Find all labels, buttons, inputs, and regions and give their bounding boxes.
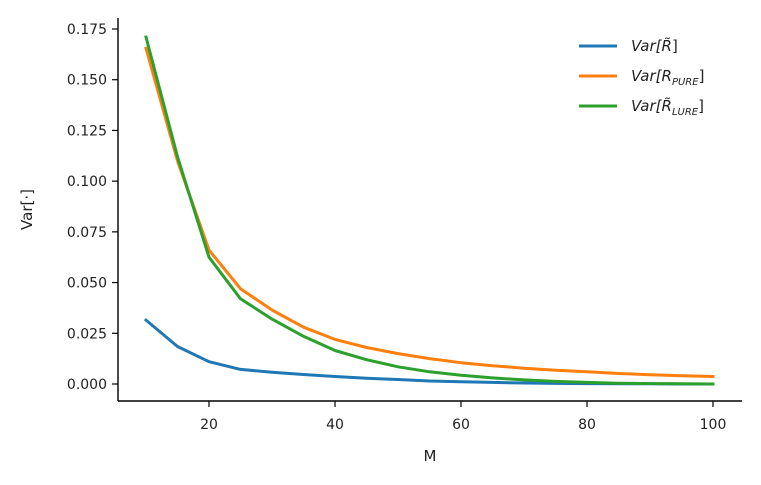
data-point — [239, 297, 242, 300]
data-point — [239, 368, 242, 371]
data-point — [145, 36, 148, 39]
data-point — [586, 370, 589, 373]
series-points-3 — [145, 36, 715, 386]
data-point — [617, 382, 620, 385]
data-point — [617, 372, 620, 375]
data-point — [460, 380, 463, 383]
legend-label: Var[R̃LURE] — [631, 96, 704, 118]
data-point — [491, 376, 494, 379]
data-point — [176, 155, 179, 158]
x-tick-label: 60 — [452, 417, 470, 433]
data-point — [334, 349, 337, 352]
data-point — [712, 383, 715, 386]
legend-label-subscript: PURE — [672, 77, 699, 88]
y-tick-label: 0.075 — [67, 225, 107, 241]
data-point — [554, 369, 557, 372]
legend-label-bracket: ] — [672, 37, 678, 55]
legend-label-base: Var[R — [631, 67, 672, 85]
y-axis-label: Var[·] — [18, 189, 36, 230]
x-tick-label: 40 — [326, 417, 344, 433]
series-line-2 — [144, 46, 715, 379]
y-tick-label: 0.025 — [67, 326, 107, 342]
series-points-1 — [145, 319, 715, 386]
data-point — [649, 382, 652, 385]
data-point — [712, 375, 715, 378]
data-point — [397, 365, 400, 368]
data-point — [586, 381, 589, 384]
data-point — [239, 287, 242, 290]
data-point — [523, 378, 526, 381]
y-ticks: 0.000 0.025 0.050 0.075 0.100 0.125 0.150 0.175 — [67, 22, 118, 393]
y-tick-label: 0.050 — [67, 276, 107, 292]
legend-label-subscript: LURE — [672, 107, 699, 118]
data-point — [649, 373, 652, 376]
legend-label: Var[RPURE] — [631, 67, 704, 88]
data-point — [397, 352, 400, 355]
data-point — [208, 360, 211, 363]
series-points-2 — [145, 47, 715, 378]
data-point — [271, 308, 274, 311]
y-tick-label: 0.125 — [67, 123, 107, 139]
x-tick-label: 80 — [578, 417, 596, 433]
data-point — [208, 256, 211, 259]
legend-item-2: Var[RPURE] — [579, 67, 704, 88]
y-tick-label: 0.150 — [67, 73, 107, 89]
data-point — [680, 374, 683, 377]
data-point — [491, 364, 494, 367]
data-point — [334, 338, 337, 341]
y-tick-label: 0.100 — [67, 174, 107, 190]
data-point — [145, 319, 148, 322]
data-point — [271, 371, 274, 374]
data-point — [554, 380, 557, 383]
y-tick-label: 0.175 — [67, 22, 107, 38]
legend-label-base: Var[R̃ — [631, 36, 672, 55]
data-point — [460, 361, 463, 364]
data-point — [523, 381, 526, 384]
data-point — [302, 326, 305, 329]
x-tick-label: 20 — [200, 417, 218, 433]
y-tick-label: 0.000 — [67, 377, 107, 393]
legend-label-base: Var[R̃ — [631, 96, 672, 115]
data-point — [271, 318, 274, 321]
data-point — [302, 335, 305, 338]
data-point — [460, 374, 463, 377]
legend-label: Var[R̃] — [631, 36, 678, 55]
legend-item-3: Var[R̃LURE] — [579, 96, 704, 118]
data-point — [334, 375, 337, 378]
data-point — [176, 345, 179, 348]
data-point — [145, 47, 148, 50]
data-point — [523, 367, 526, 370]
legend-label-bracket: ] — [699, 67, 705, 85]
plot-area — [143, 35, 715, 386]
legend: Var[R̃]Var[RPURE]Var[R̃LURE] — [579, 36, 704, 118]
legend-label-bracket: ] — [698, 97, 704, 115]
x-tick-label: 100 — [700, 417, 727, 433]
data-point — [397, 378, 400, 381]
data-point — [302, 373, 305, 376]
data-point — [428, 357, 431, 360]
data-point — [491, 381, 494, 384]
legend-item-1: Var[R̃] — [579, 36, 678, 55]
data-point — [680, 382, 683, 385]
x-axis-label: M — [424, 447, 437, 465]
data-point — [365, 377, 368, 380]
x-ticks: 20 40 60 80 100 — [200, 401, 726, 433]
data-point — [365, 358, 368, 361]
data-point — [428, 379, 431, 382]
axes: 20 40 60 80 100 0.000 0.025 0.050 0.075 0.100 0.1… — [18, 18, 742, 465]
series-line-3 — [144, 35, 715, 386]
data-point — [428, 370, 431, 373]
data-point — [365, 346, 368, 349]
